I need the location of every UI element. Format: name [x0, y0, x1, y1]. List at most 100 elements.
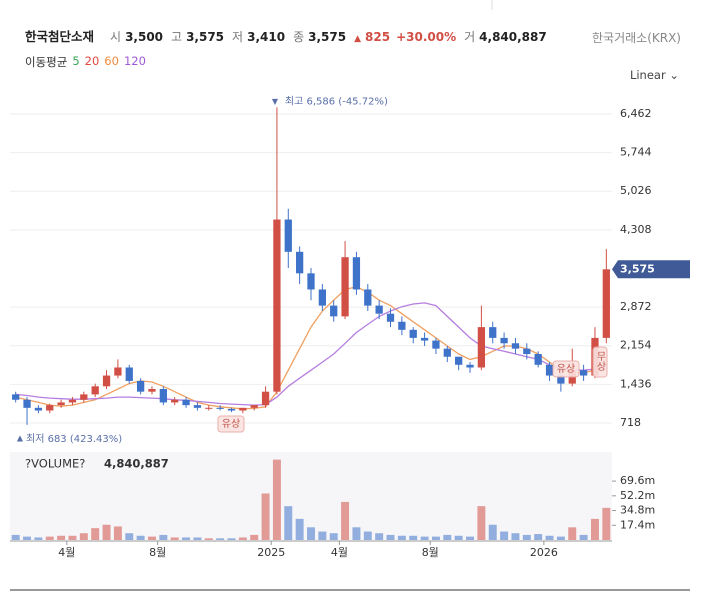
ma-line: [15, 302, 607, 406]
change-pct: +30.00%: [396, 30, 457, 44]
candle-body: [420, 337, 429, 341]
candle-body: [511, 343, 520, 349]
volume-bar: [477, 506, 486, 540]
volume-bar: [375, 533, 384, 540]
candle-body: [466, 364, 474, 368]
volume-title: ?VOLUME?: [25, 457, 85, 471]
candle-body: [386, 313, 395, 322]
volume-bar: [295, 518, 304, 540]
candle-body: [34, 407, 43, 411]
volume-bar: [534, 534, 543, 540]
field-value: 3,410: [247, 30, 286, 44]
volume-bar: [420, 536, 429, 540]
volume-bar: [579, 534, 588, 540]
candle-body: [318, 289, 326, 306]
ma-period: 120: [123, 54, 146, 68]
volume-bar: [45, 536, 54, 540]
y-tick-label: 4,308: [620, 223, 652, 236]
volume-bar: [307, 527, 315, 540]
volume-bar: [352, 527, 361, 540]
candle-body: [432, 340, 440, 349]
candle-body: [375, 305, 383, 314]
y-tick-label: 6,462: [620, 107, 652, 120]
event-badge: [592, 346, 608, 378]
candle-body: [205, 407, 213, 409]
volume-bar: [409, 535, 418, 540]
volume-bar: [204, 538, 213, 540]
volume-key: 거: [464, 30, 476, 44]
volume-bar: [522, 534, 531, 540]
candle-body: [364, 289, 372, 306]
candle-body: [261, 391, 270, 406]
scale-toggle[interactable]: Linear ⌄: [630, 68, 679, 82]
volume-bar: [431, 536, 440, 540]
scale-label: Linear: [629, 68, 666, 82]
x-tick-label: 4월: [331, 546, 348, 559]
volume-bar: [590, 518, 599, 540]
volume-pane: [10, 452, 612, 540]
ma-period: 20: [84, 54, 100, 68]
event-label: 유상: [557, 363, 575, 375]
candle-body: [125, 367, 133, 381]
candle-body: [489, 327, 497, 338]
volume-bar: [545, 535, 554, 540]
volume-bar: [318, 531, 327, 540]
volume-bar: [500, 531, 509, 540]
volume-bar: [568, 527, 577, 540]
candle-body: [443, 348, 451, 357]
candle-body: [193, 405, 202, 408]
candle-body: [239, 407, 247, 411]
y-tick-label: 5,026: [620, 184, 652, 197]
field-value: 3,575: [308, 30, 347, 44]
volume-bar: [227, 538, 236, 540]
candle-body: [68, 399, 77, 403]
volume-bar: [556, 536, 565, 540]
candle-body: [57, 402, 65, 406]
ma-period: 5: [72, 54, 80, 68]
candle-body: [352, 257, 361, 290]
low-arrow: ▲: [17, 433, 24, 442]
x-tick-label: 8월: [149, 546, 166, 559]
volume-bar: [250, 534, 259, 540]
header: 한국첨단소재 시 3,500 고 3,575 저 3,410 종 3,575 ▲ 825 +30.0…: [25, 26, 547, 45]
candle-body: [12, 394, 20, 400]
volume-bar: [182, 537, 191, 540]
volume-tick-label: 17.4m: [620, 518, 655, 531]
volume-bar: [272, 459, 281, 540]
volume-bar: [386, 534, 395, 540]
candle-body: [102, 375, 111, 387]
y-tick-label: 5,744: [620, 146, 652, 159]
candle-body: [182, 399, 190, 406]
volume-bar: [466, 536, 474, 540]
high-arrow: ▼: [272, 97, 279, 106]
event-label: 무상: [594, 351, 606, 371]
candle-body: [159, 388, 167, 403]
candle-body: [545, 364, 554, 376]
volume-bar: [261, 493, 270, 540]
volume-last: 4,840,887: [104, 457, 169, 471]
candle-body: [602, 269, 610, 338]
change: 825: [365, 30, 391, 44]
candle-body: [273, 219, 281, 392]
candle-body: [500, 337, 508, 344]
volume-bar: [284, 506, 293, 540]
chevron: ⌄: [669, 68, 679, 82]
volume-bar: [68, 535, 77, 540]
stock-name: 한국첨단소재: [25, 29, 95, 44]
volume-bar: [238, 537, 247, 540]
volume-bar: [79, 533, 88, 540]
volume-bar: [454, 535, 463, 540]
candle-body: [171, 399, 179, 403]
candle-body: [307, 273, 315, 290]
volume-bar: [159, 534, 168, 540]
volume-bar: [488, 524, 497, 540]
volume-bar: [113, 526, 122, 540]
ma-period: 60: [104, 54, 119, 68]
candle-body: [80, 394, 88, 400]
volume-bar: [125, 533, 134, 540]
candle-body: [341, 257, 349, 317]
volume-bar: [11, 534, 20, 540]
candle-body: [23, 399, 31, 408]
ma-legend: 이동평균 5 20 60 120: [25, 54, 146, 70]
